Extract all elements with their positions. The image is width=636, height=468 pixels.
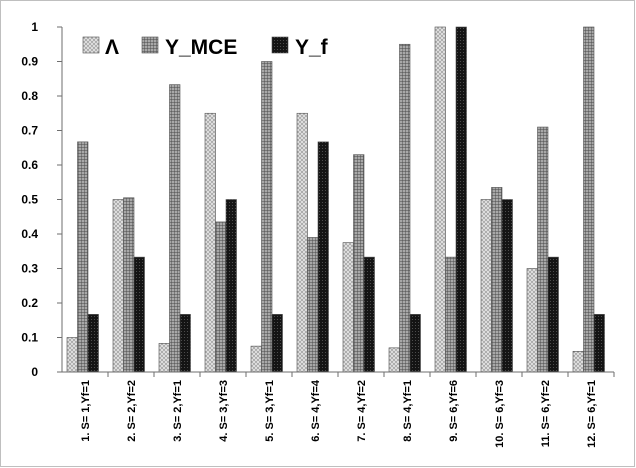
bar-upsilon-mce-1 [77,141,89,373]
bar-lambda-5 [250,345,262,373]
bar-upsilon-mce-11 [537,126,549,373]
bar-upsilon-mce-9 [445,256,457,373]
bar-lambda-6 [296,112,308,373]
bar-lambda-1 [66,337,78,373]
bar-upsilon-mce-5 [261,61,273,373]
bar-upsilon-f-5 [271,314,283,373]
bar-upsilon-mce-8 [399,43,411,373]
legend-label-upsilon-f: Υ_f [295,36,329,59]
bar-lambda-2 [112,199,124,373]
y-tick-label: 0 [31,365,38,379]
bar-lambda-4 [204,112,216,373]
y-tick-label: 0.4 [21,227,38,241]
bar-upsilon-mce-2 [123,197,135,373]
x-tick-label: 1. S= 1,Υf=1 [80,380,92,442]
x-axis: 1. S= 1,Υf=1 2. S= 2,Υf=2 3. S= 2,Υf=1 4. S… [80,372,615,448]
bar-upsilon-mce-6 [307,237,319,373]
x-tick-label: 3. S= 2,Υf=1 [172,380,184,442]
bar-upsilon-f-7 [363,256,375,373]
x-tick-label: 5. S= 3,Υf=1 [264,380,276,442]
x-tick-label: 7. S= 4,Υf=2 [356,380,368,442]
legend-label-lambda: Λ [105,36,119,59]
legend-swatch-lambda [82,36,100,54]
bar-upsilon-f-6 [317,141,329,373]
x-tick-label: 12. S= 6,Υf=1 [586,380,598,448]
bar-upsilon-f-4 [225,199,237,373]
y-axis: 0 0.1 0.2 0.3 0.4 0.5 0.6 0.7 0.8 0.9 1 [21,20,62,379]
bar-lambda-8 [388,347,400,373]
x-tick-label: 10. S= 6,Υf=3 [494,380,506,448]
y-tick-label: 1 [31,20,38,34]
bar-upsilon-f-11 [547,256,559,373]
legend-swatch-upsilon-mce [141,36,159,54]
legend-swatch-upsilon-f [271,36,289,54]
y-tick-label: 0.8 [21,89,38,103]
plot-area [66,26,605,373]
y-tick-label: 0.3 [21,262,38,276]
bar-upsilon-mce-4 [215,221,227,373]
x-tick-label: 2. S= 2,Υf=2 [126,380,138,442]
bar-upsilon-f-2 [133,256,145,373]
bar-upsilon-f-3 [179,314,191,373]
y-tick-label: 0.9 [21,55,38,69]
x-tick-label: 9. S= 6,Υf=6 [448,380,460,442]
y-tick-label: 0.7 [21,124,38,138]
y-tick-label: 0.5 [21,193,38,207]
bar-upsilon-f-8 [409,314,421,373]
legend-label-upsilon-mce: Υ_MCE [165,36,237,59]
x-tick-label: 11. S= 6,Υf=2 [540,380,552,447]
y-tick-label: 0.2 [21,296,38,310]
bar-upsilon-f-10 [501,199,513,373]
bar-upsilon-f-9 [455,26,467,373]
bar-upsilon-f-1 [87,314,99,373]
bar-upsilon-f-12 [593,314,605,373]
x-tick-label: 4. S= 3,Υf=3 [218,380,230,442]
bar-lambda-7 [342,242,354,373]
bar-upsilon-mce-3 [169,84,181,373]
bar-lambda-9 [434,26,446,373]
bar-lambda-10 [480,199,492,373]
bar-upsilon-mce-10 [491,187,503,373]
x-tick-label: 8. S= 4,Υf=1 [402,380,414,442]
bar-lambda-11 [526,268,538,373]
x-tick-label: 6. S= 4,Υf=4 [310,379,322,442]
y-tick-label: 0.6 [21,158,38,172]
bar-lambda-12 [572,350,584,373]
bar-lambda-3 [158,343,170,373]
legend: Λ Υ_MCE Υ_f [82,36,329,59]
bar-upsilon-mce-7 [353,154,365,373]
y-tick-label: 0.1 [21,331,38,345]
bar-upsilon-mce-12 [583,26,595,373]
